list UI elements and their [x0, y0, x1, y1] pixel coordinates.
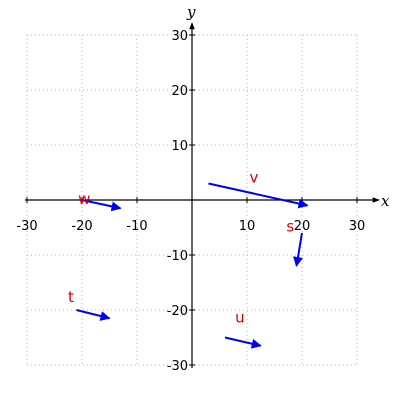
y-tick-label: -20	[167, 304, 188, 319]
vector-label-s: s	[286, 218, 294, 236]
x-tick-label: -30	[16, 219, 37, 234]
x-tick-label: 30	[349, 219, 366, 234]
y-tick-label: 10	[171, 139, 188, 154]
y-tick-label: -10	[167, 249, 188, 264]
vector-t	[76, 309, 111, 321]
x-tick-label: 20	[294, 219, 311, 234]
y-tick-label: 30	[171, 29, 188, 44]
vector-label-v: v	[250, 169, 259, 187]
x-tick-label: 10	[239, 219, 256, 234]
x-tick-label: -10	[126, 219, 147, 234]
y-axis-label: y	[186, 3, 196, 21]
y-tick-label: 20	[171, 84, 188, 99]
ticks: -30 -20 -10 10 20 30 30 20 10 -10 -20 -30	[16, 29, 365, 374]
vector-label-u: u	[235, 309, 245, 327]
vector-s	[293, 232, 303, 267]
vector-label-w: w	[78, 190, 90, 208]
vector-w	[81, 199, 122, 212]
vector-v	[208, 182, 309, 209]
vector-label-t: t	[68, 288, 74, 306]
y-tick-label: -30	[167, 359, 188, 374]
vectors: v w s t u	[68, 169, 309, 349]
vector-u	[224, 336, 262, 349]
x-tick-label: -20	[71, 219, 92, 234]
x-axis-label: x	[381, 192, 390, 210]
